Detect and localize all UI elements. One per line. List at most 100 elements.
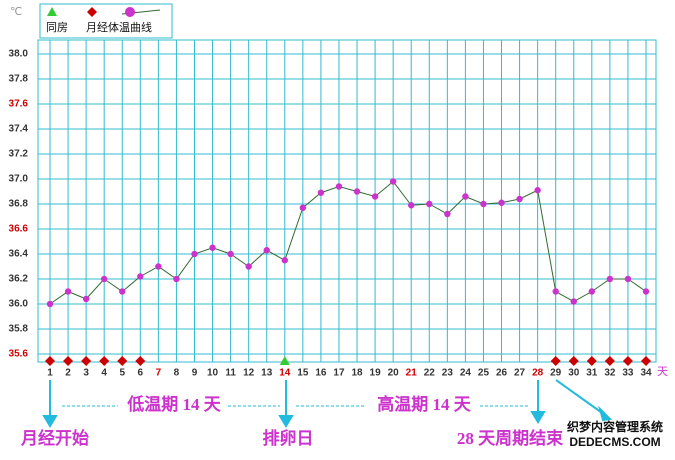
temperature-point: [480, 200, 487, 208]
watermark: 织梦内容管理系统: [567, 419, 663, 434]
x-tick-label: 8: [174, 368, 180, 379]
temperature-point: [100, 275, 108, 283]
event-marker: [63, 356, 74, 366]
legend-label: 月经: [86, 21, 108, 34]
y-tick-label: 36.8: [9, 199, 29, 210]
temperature-point: [462, 193, 469, 200]
temperature-point: [389, 178, 397, 185]
event-marker: [622, 356, 633, 366]
x-tick-label: 2: [65, 368, 71, 379]
temperature-point: [209, 244, 216, 251]
temperature-point: [299, 204, 307, 211]
plot-frame: [37, 39, 657, 363]
y-tick-label: 37.6: [9, 99, 29, 110]
event-marker: [550, 356, 561, 366]
event-marker: [135, 356, 146, 366]
x-tick-label: 29: [550, 368, 562, 379]
event-marker: [641, 356, 651, 366]
annotation: 排卵日: [263, 428, 314, 448]
annotation: 高温期 14 天: [377, 394, 471, 414]
event-marker: [81, 356, 92, 366]
x-tick-label: 27: [514, 368, 526, 379]
x-tick-label: 12: [243, 368, 255, 379]
temperature-point: [426, 200, 433, 208]
x-tick-label: 20: [388, 368, 400, 379]
event-marker: [586, 356, 597, 366]
annotation: 低温期 14 天: [126, 394, 221, 414]
temperature-point: [444, 210, 451, 218]
legend-marker: [125, 7, 135, 17]
event-marker: [117, 356, 128, 366]
temperature-point: [371, 193, 379, 200]
legend-box: [39, 3, 173, 39]
y-unit: ℃: [10, 6, 22, 18]
x-tick-label: 10: [207, 368, 219, 379]
temperature-point: [335, 183, 343, 190]
y-tick-label: 38.0: [9, 49, 29, 60]
temperature-point: [155, 263, 162, 270]
y-tick-label: 36.4: [9, 249, 29, 260]
x-tick-label: 4: [101, 368, 107, 379]
y-tick-label: 37.2: [9, 149, 29, 160]
x-tick-label: 21: [406, 368, 418, 379]
temperature-point: [245, 263, 252, 270]
x-tick-label: 7: [156, 368, 162, 379]
annotation: 月经开始: [20, 428, 89, 448]
x-tick-label: 16: [315, 368, 327, 379]
temperature-point: [552, 288, 559, 295]
event-marker: [99, 356, 110, 366]
x-tick-label: 26: [496, 368, 508, 379]
temperature-point: [281, 257, 288, 264]
x-tick-label: 3: [83, 368, 89, 379]
temperature-point: [227, 250, 234, 258]
event-marker: [279, 356, 290, 365]
x-tick-label: 1: [47, 368, 53, 379]
temperature-point: [263, 247, 270, 254]
x-tick-label: 5: [119, 368, 125, 379]
temperature-point: [588, 288, 596, 295]
x-tick-label: 14: [279, 368, 291, 379]
y-tick-label: 36.0: [9, 299, 29, 310]
legend-marker: [87, 7, 97, 17]
x-tick-label: 18: [351, 368, 363, 379]
y-tick-label: 35.8: [9, 324, 29, 335]
temperature-point: [64, 288, 72, 295]
x-tick-label: 9: [192, 368, 198, 379]
x-tick-label: 31: [586, 368, 598, 379]
y-tick-label: 36.2: [9, 274, 29, 285]
event-marker: [568, 356, 579, 366]
temperature-point: [119, 288, 126, 295]
legend-label: 同房: [46, 21, 68, 34]
temperature-point: [570, 298, 577, 305]
temperature-point: [498, 199, 505, 206]
x-tick-label: 17: [333, 368, 345, 379]
temperature-point: [642, 288, 650, 295]
x-tick-label: 30: [568, 368, 580, 379]
legend-marker: [47, 7, 57, 16]
temperature-point: [82, 295, 90, 303]
x-tick-label: 19: [370, 368, 382, 379]
y-tick-label: 35.6: [9, 349, 29, 360]
temperature-point: [516, 195, 523, 203]
y-tick-label: 36.6: [9, 224, 29, 235]
temperature-point: [408, 202, 415, 209]
temperature-point: [606, 275, 614, 283]
event-marker: [604, 356, 615, 366]
legend-label: 体温曲线: [108, 20, 152, 34]
temperature-point: [534, 187, 541, 194]
annotation: 28 天周期结束: [457, 428, 563, 448]
x-tick-label: 32: [604, 368, 616, 379]
event-marker: [45, 356, 55, 366]
x-tick-label: 22: [424, 368, 436, 379]
x-tick-label: 34: [640, 368, 652, 379]
watermark: DEDECMS.COM: [569, 435, 660, 449]
x-tick-label: 23: [442, 368, 454, 379]
x-tick-label: 33: [622, 368, 634, 379]
temperature-point: [353, 188, 361, 195]
x-tick-label: 11: [225, 368, 236, 379]
temperature-point: [46, 300, 54, 308]
temperature-point: [137, 273, 144, 280]
temperature-point: [624, 275, 632, 283]
y-tick-label: 37.4: [9, 124, 29, 135]
x-tick-label: 24: [460, 368, 472, 379]
